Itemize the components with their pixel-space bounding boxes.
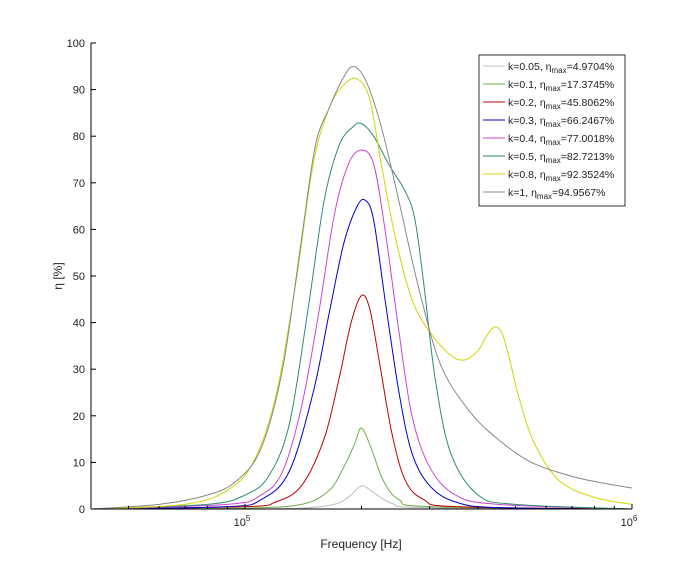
y-ticks: 0 10 20 30 40 50 60 70 80 90 100 [67, 38, 96, 516]
legend-entry-2: k=0.2, ηmax=45.8062% [508, 97, 614, 111]
legend-entry-1: k=0.1, ηmax=17.3745% [508, 79, 614, 93]
legend-subscript: max [546, 138, 561, 147]
legend-k: k=0.4 [508, 133, 534, 145]
legend-comma: , [540, 61, 546, 73]
series-layer [90, 65, 633, 510]
legend-entry-6: k=0.8, ηmax=92.3524% [508, 169, 614, 183]
legend-items: k=0.05, ηmax=4.9704%k=0.1, ηmax=17.3745%… [483, 61, 614, 201]
y-tick-label: 40 [73, 318, 85, 330]
y-tick-label: 70 [73, 178, 85, 190]
legend-entry-0: k=0.05, ηmax=4.9704% [508, 61, 614, 75]
series-line-5 [90, 122, 633, 510]
legend-value: =17.3745% [561, 79, 614, 91]
legend-subscript: max [546, 120, 561, 129]
y-tick-label: 60 [73, 224, 85, 236]
y-axis-label: η [%] [51, 262, 65, 289]
legend-subscript: max [537, 192, 552, 201]
legend-comma: , [534, 97, 540, 109]
legend-comma: , [534, 169, 540, 181]
legend-subscript: max [546, 102, 561, 111]
legend-entry-7: k=1, ηmax=94.9567% [508, 187, 605, 201]
y-tick-label: 80 [73, 131, 85, 143]
series-line-4 [90, 149, 633, 510]
legend-comma: , [525, 187, 531, 199]
legend-k: k=1 [508, 187, 525, 199]
legend-k: k=0.3 [508, 115, 534, 127]
legend-entry-3: k=0.3, ηmax=66.2467% [508, 115, 614, 129]
series-line-7 [90, 65, 633, 510]
legend-eta: η [540, 133, 546, 145]
legend-k: k=0.05 [508, 61, 540, 73]
legend-value: =77.0018% [561, 133, 614, 145]
x-tick-label: 106 [621, 514, 638, 529]
y-tick-label: 100 [67, 38, 85, 50]
series-line-3 [90, 198, 633, 510]
y-tick-label: 50 [73, 271, 85, 283]
legend: k=0.05, ηmax=4.9704%k=0.1, ηmax=17.3745%… [478, 54, 626, 207]
legend-eta: η [540, 79, 546, 91]
legend-box [478, 54, 626, 207]
legend-entry-5: k=0.5, ηmax=82.7213% [508, 151, 614, 165]
legend-value: =66.2467% [561, 115, 614, 127]
x-tick-exponent: 5 [246, 514, 251, 523]
legend-k: k=0.2 [508, 97, 534, 109]
legend-eta: η [540, 115, 546, 127]
y-tick-label: 90 [73, 85, 85, 97]
legend-eta: η [540, 169, 546, 181]
y-tick-label: 20 [73, 411, 85, 423]
legend-comma: , [534, 79, 540, 91]
x-tick-exponent: 6 [633, 514, 638, 523]
x-tick-base: 10 [234, 517, 246, 529]
legend-eta: η [531, 187, 537, 199]
legend-comma: , [534, 133, 540, 145]
y-tick-label: 30 [73, 364, 85, 376]
legend-k: k=0.5 [508, 151, 534, 163]
legend-value: =4.9704% [567, 61, 615, 73]
legend-eta: η [540, 97, 546, 109]
legend-value: =92.3524% [561, 169, 614, 181]
series-line-1 [90, 427, 633, 510]
legend-subscript: max [546, 84, 561, 93]
legend-k: k=0.1 [508, 79, 534, 91]
series-line-2 [90, 294, 633, 510]
legend-k: k=0.8 [508, 169, 534, 181]
legend-value: =45.8062% [561, 97, 614, 109]
legend-comma: , [534, 151, 540, 163]
legend-eta: η [546, 61, 552, 73]
x-tick-base: 10 [621, 517, 633, 529]
legend-comma: , [534, 115, 540, 127]
y-tick-label: 0 [79, 504, 85, 516]
legend-subscript: max [552, 66, 567, 75]
y-tick-label: 10 [73, 457, 85, 469]
x-tick-label: 105 [234, 514, 251, 529]
legend-entry-4: k=0.4, ηmax=77.0018% [508, 133, 614, 147]
legend-eta: η [540, 151, 546, 163]
x-axis-label: Frequency [Hz] [320, 537, 401, 551]
legend-subscript: max [546, 174, 561, 183]
legend-value: =82.7213% [561, 151, 614, 163]
x-ticks: 105 106 [90, 504, 638, 529]
series-line-6 [90, 77, 633, 510]
legend-subscript: max [546, 156, 561, 165]
legend-value: =94.9567% [552, 187, 605, 199]
